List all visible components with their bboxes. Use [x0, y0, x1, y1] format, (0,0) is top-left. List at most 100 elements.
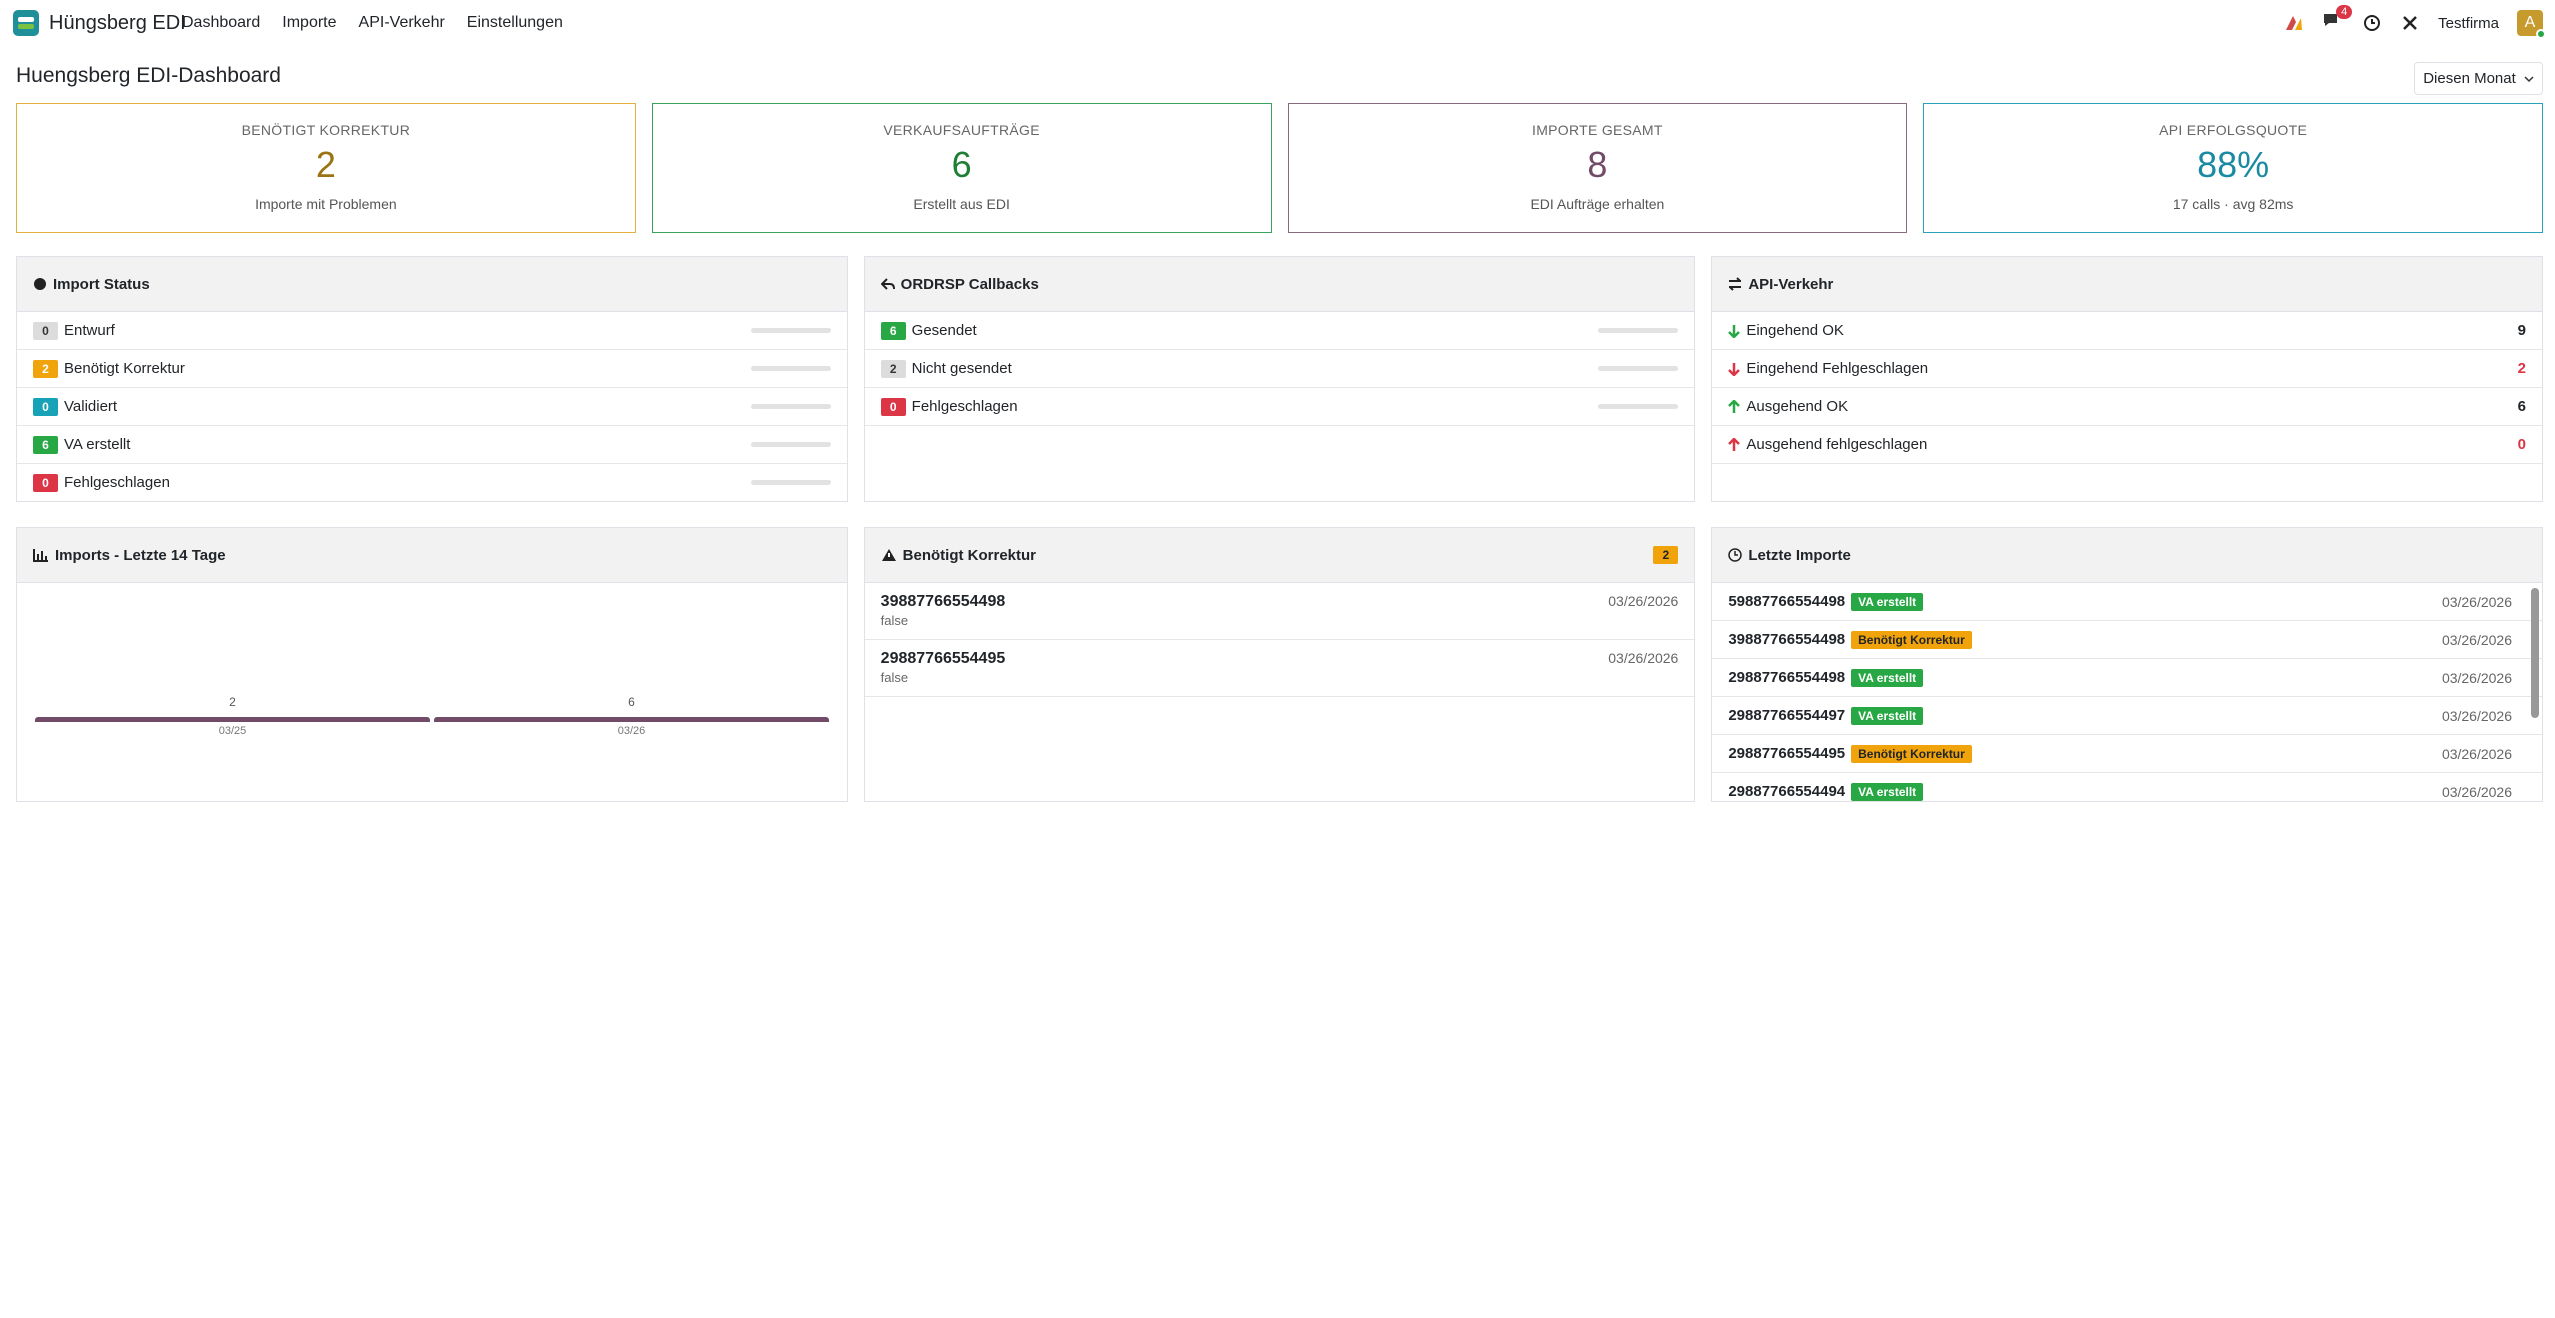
import-status-panel: Import Status 0 Entwurf 2 Benötigt Korrektur…: [16, 256, 848, 502]
kpi-card[interactable]: IMPORTE GESAMT 8 EDI Aufträge erhalten: [1287, 103, 1908, 233]
recent-item[interactable]: 59887766554498 VA erstellt 03/26/2026: [1712, 583, 2543, 621]
api-count: 9: [2517, 322, 2527, 339]
kpi-label: BENÖTIGT KORREKTUR: [241, 122, 411, 138]
page-title: Huengsberg EDI-Dashboard: [16, 64, 281, 87]
progress-bar: [1598, 366, 1679, 371]
x-tick-label: 03/25: [218, 725, 247, 737]
panel-title: ORDRSP Callbacks: [900, 275, 1039, 293]
count-badge: 0: [33, 321, 58, 340]
menu-item[interactable]: Importe: [282, 14, 337, 31]
icon: [33, 549, 48, 562]
item-id: 29887766554494: [1728, 783, 1846, 800]
panel-title: Benötigt Korrektur: [902, 546, 1037, 564]
menu-item[interactable]: Einstellungen: [466, 14, 563, 31]
recent-item[interactable]: 29887766554495 Benötigt Korrektur 03/26/20…: [1712, 735, 2543, 773]
caret: [2524, 75, 2534, 82]
recent-panel: Letzte Importe 59887766554498 VA erstellt…: [1711, 527, 2544, 802]
avatar[interactable]: A: [2517, 10, 2546, 39]
status-label: Entwurf: [64, 322, 115, 339]
count-badge: 0: [880, 397, 906, 416]
count-badge: 6: [880, 321, 906, 340]
api-count: 6: [2517, 398, 2527, 415]
item-date: 03/26/2026: [1608, 593, 1679, 609]
navbar-right: 4 Testfirma A: [2284, 4, 2546, 39]
status-badge: Benötigt Korrektur: [1851, 630, 1972, 649]
item-date: 03/26/2026: [2441, 669, 2513, 686]
panel-header: Import Status: [17, 257, 847, 312]
kpi-note: Importe mit Problemen: [255, 196, 397, 212]
count-badge: 0: [33, 473, 58, 492]
clock-icon[interactable]: [2362, 13, 2382, 33]
item-id: 29887766554498: [1728, 669, 1846, 686]
correction-count: 2: [1653, 546, 1679, 564]
brand[interactable]: Hüngsberg EDI: [49, 12, 186, 34]
status-badge: VA erstellt: [1851, 782, 1924, 801]
panel-title: Imports - Letzte 14 Tage: [55, 546, 226, 564]
scrollbar[interactable]: [2531, 588, 2540, 718]
kpi-card[interactable]: BENÖTIGT KORREKTUR 2 Importe mit Problemen: [16, 103, 636, 233]
api-label: Ausgehend OK: [1746, 398, 1849, 415]
kpi-value: 88%: [2197, 144, 2270, 185]
company[interactable]: Testfirma: [2438, 14, 2499, 32]
status-row: 2 Nicht gesendet: [864, 350, 1695, 388]
item-date: 03/26/2026: [2441, 707, 2513, 724]
status-label: Gesendet: [911, 322, 977, 339]
panel-header: API-Verkehr: [1712, 257, 2543, 312]
count-badge: 2: [880, 359, 906, 378]
item-detail: false: [880, 670, 909, 685]
kpi-card[interactable]: API ERFOLGSQUOTE 88% 17 calls · avg 82ms: [1923, 103, 2543, 233]
recent-item[interactable]: 39887766554498 Benötigt Korrektur 03/26/20…: [1712, 621, 2543, 659]
item-date: 03/26/2026: [2441, 745, 2513, 762]
count-badge: 0: [33, 397, 58, 416]
menu-item[interactable]: API-Verkehr: [358, 14, 445, 31]
notification-count: 4: [2336, 4, 2353, 19]
api-label: Eingehend OK: [1746, 322, 1844, 339]
api-row: Eingehend Fehlgeschlagen 2: [1712, 350, 2543, 388]
kpi-label: IMPORTE GESAMT: [1532, 122, 1663, 138]
api-count: 0: [2517, 436, 2527, 453]
chat-icon: [2324, 13, 2338, 26]
correction-item[interactable]: 39887766554498 false 03/26/2026: [864, 583, 1695, 640]
item-id: 29887766554497: [1728, 707, 1846, 724]
panel-header: Imports - Letzte 14 Tage: [17, 528, 847, 583]
status-label: Fehlgeschlagen: [64, 474, 170, 491]
menu-item[interactable]: Dashboard: [182, 14, 261, 31]
status-badge: Benötigt Korrektur: [1851, 744, 1972, 763]
status-label: Validiert: [64, 398, 118, 415]
recent-item[interactable]: 29887766554498 VA erstellt 03/26/2026: [1712, 659, 2543, 697]
tools-icon[interactable]: [2400, 13, 2420, 33]
status-dot: [2536, 29, 2546, 39]
api-count: 2: [2517, 360, 2527, 377]
recent-item[interactable]: 29887766554497 VA erstellt 03/26/2026: [1712, 697, 2543, 735]
status-row: 6 Gesendet: [864, 312, 1695, 350]
icon: [1729, 277, 1742, 291]
progress-bar: [750, 442, 831, 447]
api-row: Ausgehend OK 6: [1712, 388, 2543, 426]
status-row: 0 Entwurf: [17, 312, 847, 350]
item-date: 03/26/2026: [1608, 650, 1679, 666]
progress-bar: [1598, 404, 1679, 409]
kpi-card[interactable]: VERKAUFSAUFTRÄGE 6 Erstellt aus EDI: [651, 103, 1272, 233]
status-row: 0 Validiert: [17, 388, 847, 426]
progress-bar: [750, 328, 831, 333]
messages[interactable]: 4: [2322, 4, 2353, 36]
progress-bar: [1598, 328, 1679, 333]
bar: [434, 717, 829, 722]
x-tick-label: 03/26: [617, 725, 646, 737]
status-row: 0 Fehlgeschlagen: [17, 464, 847, 501]
count-badge: 2: [33, 359, 58, 378]
recent-item[interactable]: 29887766554494 VA erstellt 03/26/2026: [1712, 773, 2542, 801]
count-badge: 6: [33, 435, 58, 454]
item-id: 39887766554498: [880, 593, 1006, 610]
correction-item[interactable]: 29887766554495 false 03/26/2026: [864, 640, 1695, 697]
kpi-note: EDI Aufträge erhalten: [1530, 196, 1665, 212]
bar-value-label: 6: [628, 695, 635, 709]
item-date: 03/26/2026: [2441, 593, 2513, 610]
correction-panel: Benötigt Korrektur 2 39887766554498 false 03…: [863, 527, 1696, 802]
period-select[interactable]: Diesen Monat: [2414, 62, 2543, 95]
ai-icon[interactable]: [2284, 13, 2304, 33]
avatar-letter: A: [2524, 14, 2536, 31]
logo[interactable]: [13, 10, 39, 36]
